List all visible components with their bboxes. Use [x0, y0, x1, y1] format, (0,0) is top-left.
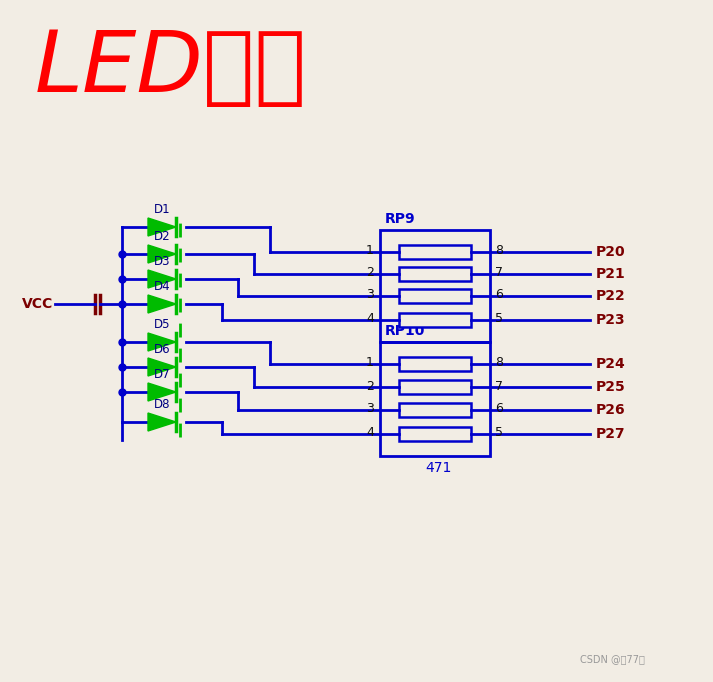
Polygon shape [148, 218, 176, 236]
Text: D1: D1 [154, 203, 170, 216]
Bar [399, 313, 471, 327]
Bar [380, 342, 490, 456]
Polygon shape [148, 383, 176, 401]
Text: P23: P23 [596, 313, 625, 327]
Text: 4: 4 [366, 312, 374, 325]
Text: P22: P22 [596, 289, 626, 303]
Text: RP9: RP9 [385, 212, 416, 226]
Bar [399, 403, 471, 417]
Text: 7: 7 [495, 267, 503, 280]
Bar [399, 289, 471, 303]
Text: 1: 1 [366, 357, 374, 370]
Text: D6: D6 [154, 343, 170, 356]
Text: 3: 3 [366, 402, 374, 415]
Text: VCC: VCC [22, 297, 53, 311]
Text: 1: 1 [366, 245, 374, 258]
Bar [399, 267, 471, 281]
Text: LED模块: LED模块 [35, 27, 307, 110]
Text: D4: D4 [154, 280, 170, 293]
Text: P27: P27 [596, 427, 625, 441]
Text: D2: D2 [154, 230, 170, 243]
Bar [399, 427, 471, 441]
Text: P20: P20 [596, 245, 625, 259]
Text: P21: P21 [596, 267, 626, 281]
Polygon shape [148, 270, 176, 288]
Bar [399, 380, 471, 394]
Text: D3: D3 [154, 255, 170, 268]
Text: 4: 4 [366, 426, 374, 439]
Text: P25: P25 [596, 380, 626, 394]
Text: 471: 471 [425, 461, 451, 475]
Text: 8: 8 [495, 245, 503, 258]
Bar [399, 245, 471, 259]
Text: 3: 3 [366, 288, 374, 301]
Text: D5: D5 [154, 318, 170, 331]
Text: 7: 7 [495, 379, 503, 393]
Polygon shape [148, 413, 176, 431]
Polygon shape [148, 295, 176, 313]
Polygon shape [148, 333, 176, 351]
Text: RP10: RP10 [385, 324, 426, 338]
Text: 6: 6 [495, 288, 503, 301]
Text: 5: 5 [495, 312, 503, 325]
Polygon shape [148, 245, 176, 263]
Text: CSDN @宁77叮: CSDN @宁77叮 [580, 654, 645, 664]
Text: 6: 6 [495, 402, 503, 415]
Text: D8: D8 [154, 398, 170, 411]
Text: P24: P24 [596, 357, 626, 371]
Polygon shape [148, 358, 176, 376]
Text: 2: 2 [366, 379, 374, 393]
Text: 5: 5 [495, 426, 503, 439]
Text: 2: 2 [366, 267, 374, 280]
Bar [399, 357, 471, 371]
Text: P26: P26 [596, 403, 625, 417]
Bar [380, 230, 490, 342]
Text: 8: 8 [495, 357, 503, 370]
Text: D7: D7 [154, 368, 170, 381]
